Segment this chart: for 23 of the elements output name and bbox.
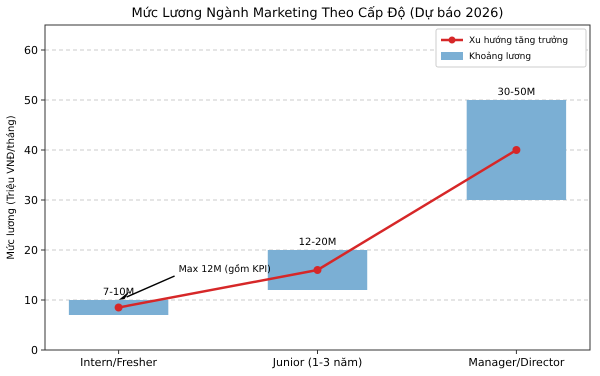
y-tick-label: 50 <box>24 94 38 107</box>
y-tick-label: 10 <box>24 294 38 307</box>
data-label: 30-50M <box>498 87 536 98</box>
y-tick-label: 0 <box>31 344 38 357</box>
data-label: 7-10M <box>102 287 134 298</box>
point <box>114 304 123 312</box>
x-tick-label: Manager/Director <box>468 356 565 369</box>
x-tick-label: Junior (1-3 năm) <box>272 356 362 369</box>
legend-label: Xu hướng tăng trưởng <box>469 35 568 46</box>
y-tick-label: 60 <box>24 44 38 57</box>
legend-label: Khoảng lương <box>469 51 532 62</box>
bar <box>466 100 566 200</box>
bar <box>68 300 168 315</box>
annotation: Max 12M (gồm KPI) <box>178 263 271 275</box>
y-tick-label: 40 <box>24 144 38 157</box>
y-axis-title: Mức lương (Triệu VNĐ/tháng) <box>6 115 17 260</box>
y-tick-label: 30 <box>24 194 38 207</box>
x-tick-label: Intern/Fresher <box>80 356 158 369</box>
chart-title: Mức Lương Ngành Marketing Theo Cấp Độ (Dự báo 2026) <box>131 6 504 21</box>
y-tick-label: 20 <box>24 244 38 257</box>
point <box>512 146 520 154</box>
point <box>314 266 322 274</box>
data-label: 12-20M <box>298 237 336 248</box>
